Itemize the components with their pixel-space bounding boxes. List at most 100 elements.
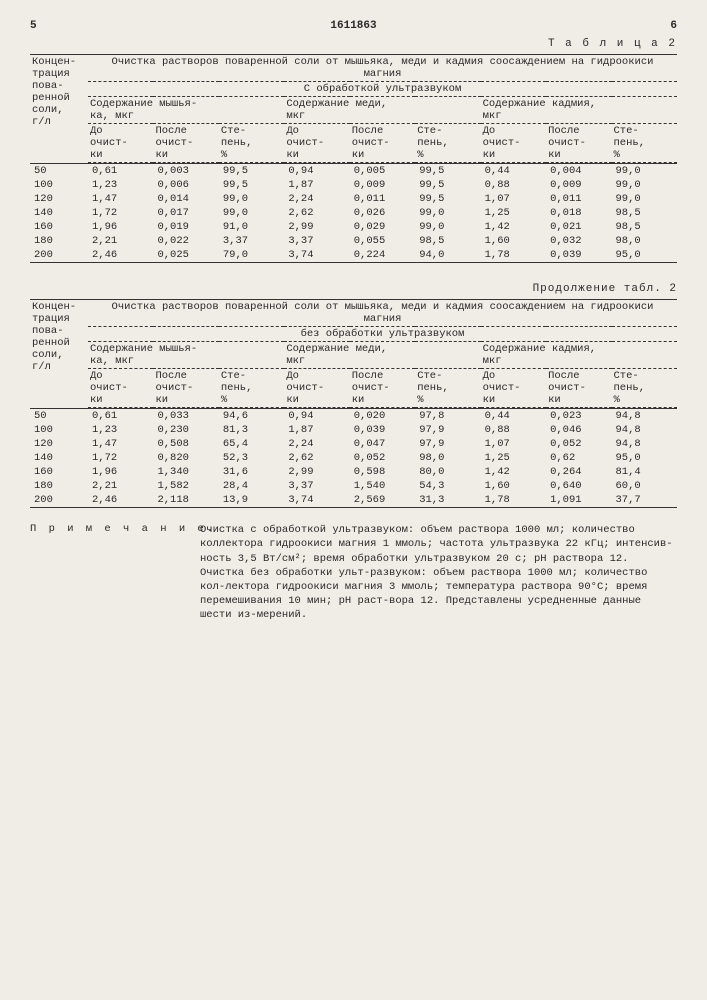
table-row: 1001,230,00699,51,870,00999,50,880,00999… [30,178,677,192]
cell: 1,72 [88,206,153,220]
cell: 0,011 [350,192,415,206]
cell: 80,0 [415,465,480,479]
cell: 97,9 [415,423,480,437]
cell: 0,032 [546,234,611,248]
cell: 1,23 [88,423,153,437]
cell: 81,3 [219,423,284,437]
cell: 31,3 [415,493,480,508]
cell: 0,62 [546,451,611,465]
cell: 0,025 [153,248,218,263]
cell: 2,46 [88,248,153,263]
sub-header: Послеочист-ки [350,124,415,163]
sub-header: Сте-пень,% [415,369,480,408]
table-row: 500,610,03394,60,940,02097,80,440,02394,… [30,409,677,423]
sub-header: Послеочист-ки [153,124,218,163]
cell: 98,0 [612,234,678,248]
cell: 50 [30,164,88,178]
cell: 99,5 [219,164,284,178]
cell: 94,8 [612,437,678,451]
table-row: 500,610,00399,50,940,00599,50,440,00499,… [30,164,677,178]
cell: 79,0 [219,248,284,263]
cell: 0,018 [546,206,611,220]
cell: 0,055 [350,234,415,248]
cell: 1,340 [153,465,218,479]
cell: 100 [30,178,88,192]
cell: 3,74 [284,248,349,263]
cell: 1,47 [88,192,153,206]
cell: 95,0 [612,451,678,465]
cell: 2,62 [284,451,349,465]
col-left-header-2: Концен-трацияпова-реннойсоли,г/л [30,300,88,409]
group-cadmium-2: Содержание кадмия,мкг [481,342,677,369]
cell: 1,47 [88,437,153,451]
cell: 94,0 [415,248,480,263]
cell: 2,569 [350,493,415,508]
cell: 0,004 [546,164,611,178]
main-title: Очистка растворов поваренной соли от мыш… [88,55,677,82]
cell: 1,091 [546,493,611,508]
sub-header: Доочист-ки [88,369,153,408]
cell: 120 [30,192,88,206]
cell: 0,94 [284,164,349,178]
table-row: 1601,960,01991,02,990,02999,01,420,02198… [30,220,677,234]
cell: 1,78 [481,493,546,508]
cell: 0,820 [153,451,218,465]
cell: 1,540 [350,479,415,493]
cell: 0,033 [153,409,218,423]
cell: 1,96 [88,220,153,234]
cell: 54,3 [415,479,480,493]
cell: 3,37 [219,234,284,248]
cell: 2,46 [88,493,153,508]
cell: 0,508 [153,437,218,451]
table-row: 2002,462,11813,93,742,56931,31,781,09137… [30,493,677,508]
cell: 99,0 [415,206,480,220]
cell: 0,022 [153,234,218,248]
cell: 0,021 [546,220,611,234]
sub-header: Сте-пень,% [415,124,480,163]
group-copper: Содержание меди,мкг [284,97,480,124]
sub-header: Доочист-ки [481,124,546,163]
cell: 0,039 [350,423,415,437]
sub-header: Послеочист-ки [546,124,611,163]
cell: 2,99 [284,220,349,234]
cell: 0,88 [481,178,546,192]
cell: 2,62 [284,206,349,220]
cell: 98,5 [415,234,480,248]
sub-header: Послеочист-ки [546,369,611,408]
cell: 1,07 [481,437,546,451]
cell: 140 [30,206,88,220]
table-2: Концен-трацияпова-реннойсоли,г/л Очистка… [30,299,677,508]
table-row: 1201,470,01499,02,240,01199,51,070,01199… [30,192,677,206]
sub-header: Сте-пень,% [219,124,284,163]
cell: 13,9 [219,493,284,508]
group-cadmium: Содержание кадмия,мкг [481,97,677,124]
doc-number: 1611863 [330,20,376,32]
page-header: 5 1611863 6 [30,20,677,32]
table-row: 1201,470,50865,42,240,04797,91,070,05294… [30,437,677,451]
cell: 0,264 [546,465,611,479]
cell: 0,011 [546,192,611,206]
cell: 1,87 [284,178,349,192]
cell: 0,44 [481,164,546,178]
note-text: Очистка с обработкой ультразвуком: объем… [200,523,677,622]
cell: 0,005 [350,164,415,178]
cell: 50 [30,409,88,423]
with-ultra: С обработкой ультразвуком [88,82,677,97]
cell: 94,8 [612,423,678,437]
without-ultra: без обработки ультразвуком [88,327,677,342]
cell: 1,87 [284,423,349,437]
table-1: Концен-трацияпова-реннойсоли,г/л Очистка… [30,54,677,263]
cell: 1,42 [481,465,546,479]
cell: 2,24 [284,437,349,451]
cell: 0,046 [546,423,611,437]
cell: 98,5 [612,206,678,220]
cell: 0,61 [88,409,153,423]
cell: 2,21 [88,234,153,248]
cell: 0,019 [153,220,218,234]
table-row: 1802,211,58228,43,371,54054,31,600,64060… [30,479,677,493]
cell: 2,118 [153,493,218,508]
table-row: 1001,230,23081,31,870,03997,90,880,04694… [30,423,677,437]
continuation-label: Продолжение табл. 2 [30,283,677,295]
cell: 94,8 [612,409,678,423]
cell: 0,014 [153,192,218,206]
